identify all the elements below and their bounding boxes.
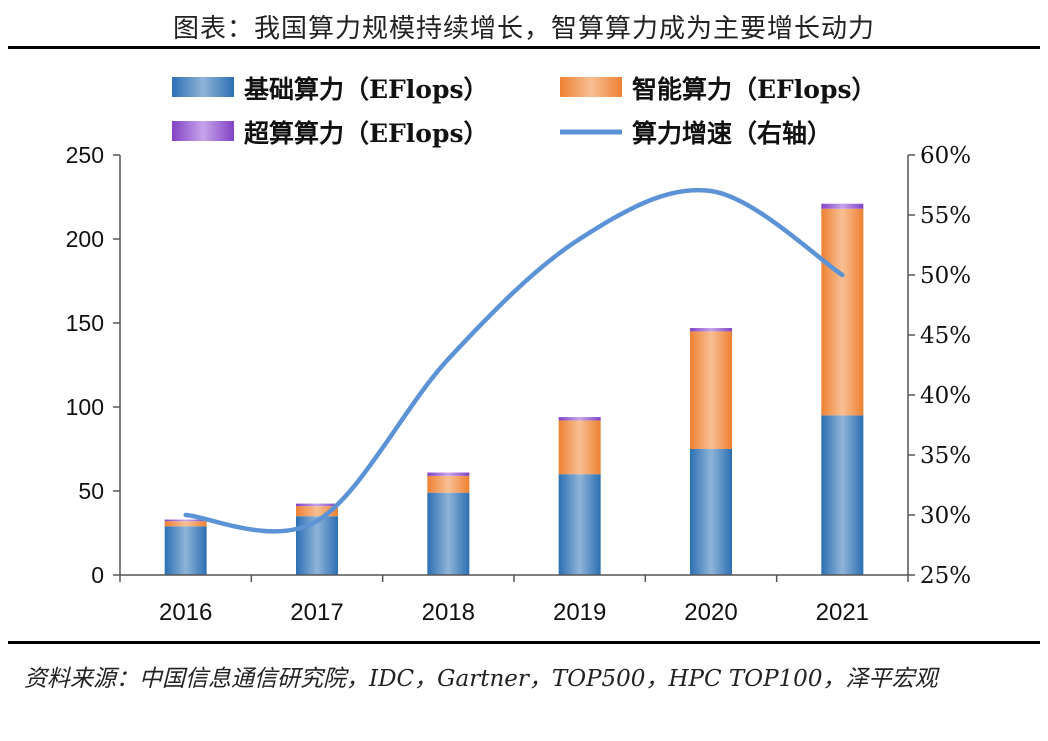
left-tick-label: 100 xyxy=(66,394,104,420)
legend-label: 智能算力（EFlops） xyxy=(632,75,877,104)
axes-layer: 0 50 100 150 200 250 25% 30% 35% 40% 45% 50% 55% 60% 2… xyxy=(66,142,972,626)
bar-intelligent xyxy=(427,475,470,493)
legend-label: 基础算力（EFlops） xyxy=(244,75,489,104)
chart: 0 50 100 150 200 250 25% 30% 35% 40% 45% 50% 55% 60% 2… xyxy=(66,75,972,626)
page-title: 图表：我国算力规模持续增长，智算算力成为主要增长动力 xyxy=(172,14,875,44)
left-tick-label: 200 xyxy=(66,226,104,252)
bar-basic xyxy=(690,449,732,575)
bar-super xyxy=(164,519,207,522)
legend-swatch-basic xyxy=(172,77,234,97)
bar-basic xyxy=(296,516,338,575)
right-tick-label: 30% xyxy=(920,503,971,529)
legend-swatch-super xyxy=(172,121,234,141)
bar-basic xyxy=(427,492,470,575)
title-rule xyxy=(8,46,1040,49)
right-tick-label: 50% xyxy=(920,263,971,289)
left-tick-label: 0 xyxy=(91,562,104,588)
x-tick-label: 2021 xyxy=(816,599,869,626)
x-tick-label: 2020 xyxy=(684,599,737,626)
bar-intelligent xyxy=(296,506,338,517)
bar-intelligent xyxy=(690,331,732,449)
legend-swatch-intelligent xyxy=(560,77,622,97)
right-tick-label: 55% xyxy=(920,203,971,229)
bar-super xyxy=(296,503,338,507)
right-tick-label: 40% xyxy=(920,383,971,409)
right-tick-label: 25% xyxy=(920,563,971,589)
source-note: 资料来源：中国信息通信研究院，IDC，Gartner，TOP500，HPC TO… xyxy=(24,666,938,692)
bar-intelligent xyxy=(164,521,207,527)
bar-super xyxy=(558,417,601,421)
bar-intelligent xyxy=(821,208,864,416)
x-tick-label: 2017 xyxy=(290,599,343,626)
x-tick-label: 2018 xyxy=(422,599,475,626)
bar-super xyxy=(821,203,864,209)
right-tick-label: 45% xyxy=(920,323,971,349)
right-tick-label: 60% xyxy=(920,143,971,169)
right-tick-label: 35% xyxy=(920,443,971,469)
bar-basic xyxy=(821,415,864,575)
bar-layer xyxy=(164,203,864,575)
x-tick-label: 2019 xyxy=(553,599,606,626)
left-tick-label: 250 xyxy=(66,142,104,168)
bar-basic xyxy=(164,526,207,575)
left-tick-label: 150 xyxy=(66,310,104,336)
footer-rule xyxy=(8,641,1040,644)
bar-intelligent xyxy=(558,420,601,475)
x-tick-label: 2016 xyxy=(159,599,212,626)
legend-label: 超算算力（EFlops） xyxy=(244,119,489,148)
growth-line xyxy=(183,187,845,534)
bar-super xyxy=(690,328,732,332)
legend: 基础算力（EFlops） 智能算力（EFlops） 超算算力（EFlops） 算力增速… xyxy=(172,75,877,148)
legend-label: 算力增速（右轴） xyxy=(632,119,832,148)
bar-super xyxy=(427,472,470,476)
left-tick-label: 50 xyxy=(78,478,104,504)
bar-basic xyxy=(558,474,601,575)
growth-line-layer xyxy=(183,187,845,534)
